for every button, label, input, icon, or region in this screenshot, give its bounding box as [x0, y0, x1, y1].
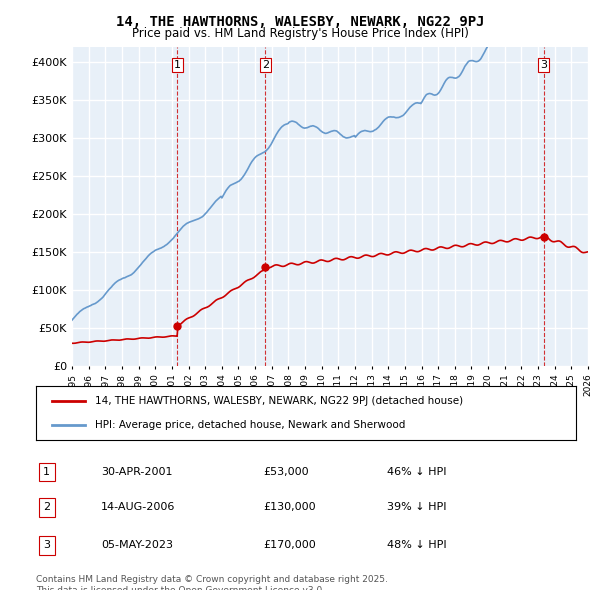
Text: 1: 1 [174, 60, 181, 70]
Text: £170,000: £170,000 [263, 540, 316, 550]
Text: Contains HM Land Registry data © Crown copyright and database right 2025.
This d: Contains HM Land Registry data © Crown c… [36, 575, 388, 590]
Text: 05-MAY-2023: 05-MAY-2023 [101, 540, 173, 550]
Text: HPI: Average price, detached house, Newark and Sherwood: HPI: Average price, detached house, Newa… [95, 419, 406, 430]
Text: 2: 2 [262, 60, 269, 70]
Text: 3: 3 [540, 60, 547, 70]
Text: 1: 1 [43, 467, 50, 477]
Text: Price paid vs. HM Land Registry's House Price Index (HPI): Price paid vs. HM Land Registry's House … [131, 27, 469, 40]
Text: 14-AUG-2006: 14-AUG-2006 [101, 503, 175, 512]
Text: £130,000: £130,000 [263, 503, 316, 512]
Text: 3: 3 [43, 540, 50, 550]
Text: 14, THE HAWTHORNS, WALESBY, NEWARK, NG22 9PJ: 14, THE HAWTHORNS, WALESBY, NEWARK, NG22… [116, 15, 484, 29]
Text: £53,000: £53,000 [263, 467, 308, 477]
Text: 48% ↓ HPI: 48% ↓ HPI [387, 540, 446, 550]
Text: 46% ↓ HPI: 46% ↓ HPI [387, 467, 446, 477]
Text: 14, THE HAWTHORNS, WALESBY, NEWARK, NG22 9PJ (detached house): 14, THE HAWTHORNS, WALESBY, NEWARK, NG22… [95, 396, 464, 407]
Text: 30-APR-2001: 30-APR-2001 [101, 467, 172, 477]
Text: 2: 2 [43, 503, 50, 512]
Text: 39% ↓ HPI: 39% ↓ HPI [387, 503, 446, 512]
